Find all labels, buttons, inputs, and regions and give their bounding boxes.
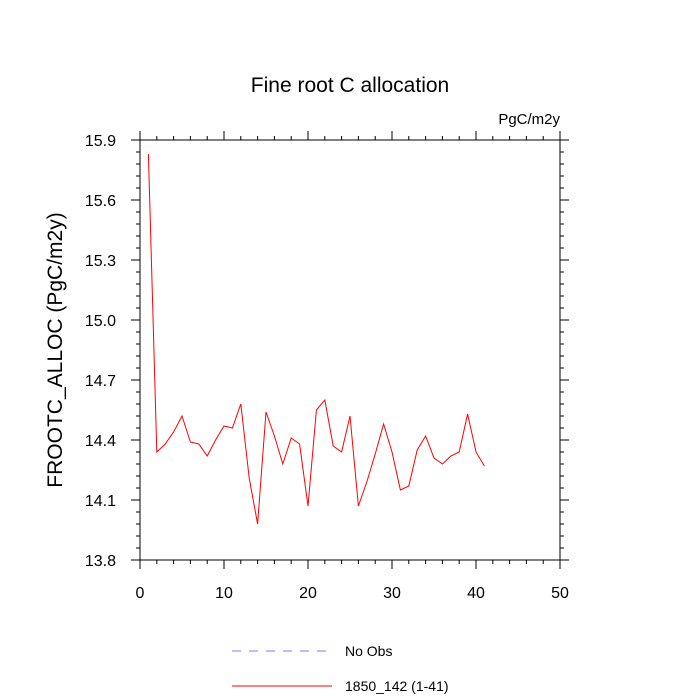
x-tick-label: 30 bbox=[383, 585, 401, 602]
y-tick-label: 14.4 bbox=[85, 433, 116, 450]
chart-title: Fine root C allocation bbox=[251, 74, 449, 97]
x-tick-label: 10 bbox=[215, 585, 233, 602]
x-tick-label: 50 bbox=[551, 585, 569, 602]
y-tick-label: 14.7 bbox=[85, 373, 116, 390]
x-tick-label: 0 bbox=[136, 585, 145, 602]
y-axis-label: FROOTC_ALLOC (PgC/m2y) bbox=[44, 212, 67, 487]
y-tick-label: 13.8 bbox=[85, 553, 116, 570]
plot-frame bbox=[139, 139, 561, 561]
series-line bbox=[147, 153, 485, 525]
y-tick-label: 15.6 bbox=[85, 193, 116, 210]
x-tick-label: 20 bbox=[299, 585, 317, 602]
x-tick-label: 40 bbox=[467, 585, 485, 602]
legend-label-1850-142: 1850_142 (1-41) bbox=[345, 678, 449, 694]
y-tick-label: 15.3 bbox=[85, 253, 116, 270]
units-label: PgC/m2y bbox=[498, 111, 560, 128]
y-tick-label: 15.9 bbox=[85, 133, 116, 150]
legend: No Obs 1850_142 (1-41) bbox=[232, 643, 449, 694]
y-tick-label: 15.0 bbox=[85, 313, 116, 330]
legend-label-no-obs: No Obs bbox=[345, 643, 392, 659]
y-tick-label: 14.1 bbox=[85, 493, 116, 510]
